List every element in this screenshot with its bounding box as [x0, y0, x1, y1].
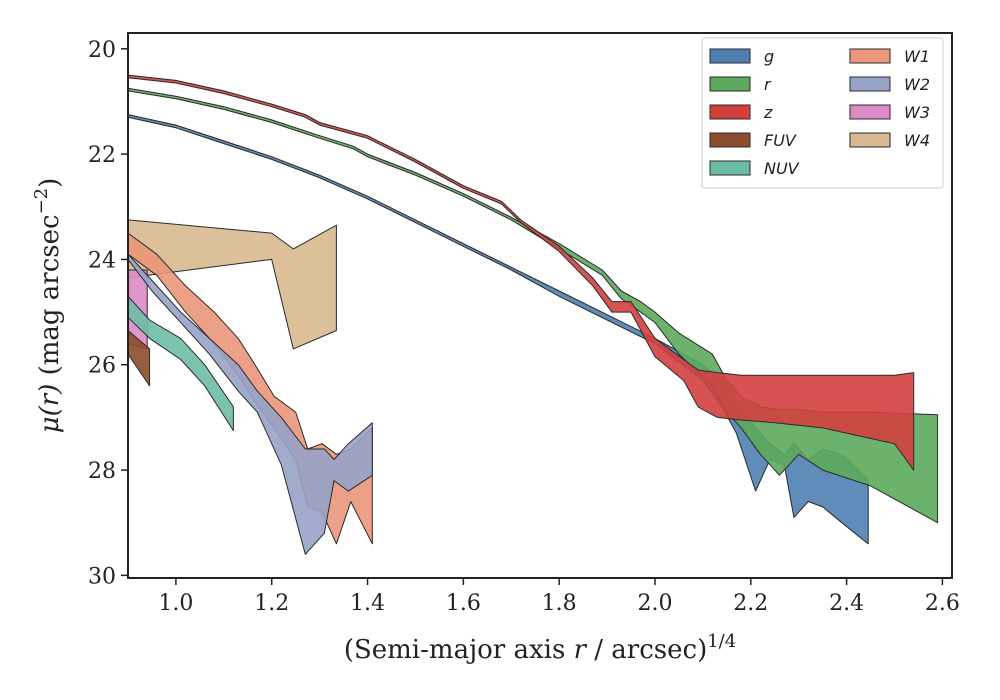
y-tick-label: 30	[88, 564, 116, 589]
legend-box	[701, 37, 944, 189]
legend: grz FUV NUV W1 W2 W3 W4	[701, 37, 944, 189]
x-tick-label: 2.0	[637, 591, 672, 616]
y-tick-label: 28	[88, 459, 116, 484]
series-band-w4	[127, 219, 337, 350]
legend-label-w3: W3	[904, 103, 930, 122]
y-tick-label: 26	[88, 354, 116, 379]
legend-swatch-r	[709, 76, 751, 92]
x-axis-label: (Semi-major axis r / arcsec)1/4	[344, 631, 736, 665]
x-tick-label: 1.6	[446, 591, 481, 616]
series-band-g	[127, 114, 869, 545]
series-band-nuv	[127, 295, 234, 432]
legend-swatch-fuv	[709, 132, 751, 148]
series-layer	[127, 74, 939, 555]
series-band-w2	[127, 253, 373, 555]
legend-swatch-w4	[849, 132, 891, 148]
legend-swatch-g	[709, 48, 751, 64]
ticks-layer: 1.0 1.2 1.4 1.6 1.8 2.0 2.2 2.4 2.6 20 22 24 26 28 30	[88, 38, 960, 616]
legend-swatch-w3	[849, 104, 891, 120]
legend-label-g: g	[764, 47, 774, 66]
y-tick-label: 24	[88, 248, 116, 273]
y-tick-label: 22	[88, 143, 116, 168]
legend-swatch-w2	[849, 76, 891, 92]
legend-label-w2: W2	[904, 75, 930, 94]
y-tick-label: 20	[88, 38, 116, 63]
x-tick-label: 2.6	[925, 591, 960, 616]
legend-label-fuv: FUV	[764, 131, 797, 150]
x-tick-label: 1.2	[254, 591, 289, 616]
legend-swatch-w1	[849, 48, 891, 64]
legend-label-w1: W1	[904, 47, 930, 66]
legend-swatch-z	[709, 104, 751, 120]
legend-label-nuv: NUV	[764, 159, 800, 178]
legend-label-z: z	[763, 103, 773, 122]
legend-label-r: r	[764, 75, 772, 94]
x-tick-label: 1.8	[542, 591, 577, 616]
x-tick-label: 1.4	[350, 591, 385, 616]
x-tick-label: 2.4	[829, 591, 864, 616]
x-tick-label: 2.2	[733, 591, 768, 616]
series-band-z	[127, 74, 915, 471]
legend-swatch-nuv	[709, 160, 751, 176]
plot-frame	[127, 32, 953, 579]
y-axis-label: μ(r) (mag arcsec−2)	[31, 178, 65, 434]
legend-label-w4: W4	[904, 131, 930, 150]
x-tick-label: 1.0	[158, 591, 193, 616]
